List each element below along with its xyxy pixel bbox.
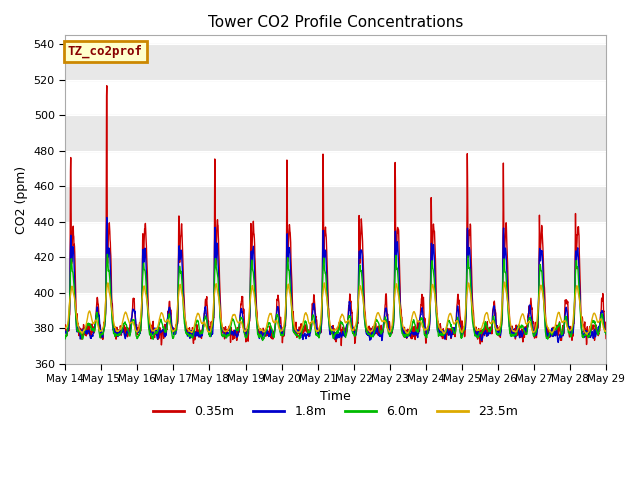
Bar [65,257,606,293]
Bar [65,328,606,364]
Bar [65,44,606,80]
Title: Tower CO2 Profile Concentrations: Tower CO2 Profile Concentrations [208,15,463,30]
Bar [65,115,606,151]
X-axis label: Time: Time [320,390,351,403]
Legend: 0.35m, 1.8m, 6.0m, 23.5m: 0.35m, 1.8m, 6.0m, 23.5m [148,400,524,423]
Text: TZ_co2prof: TZ_co2prof [68,45,143,59]
Y-axis label: CO2 (ppm): CO2 (ppm) [15,166,28,234]
Bar [65,186,606,222]
